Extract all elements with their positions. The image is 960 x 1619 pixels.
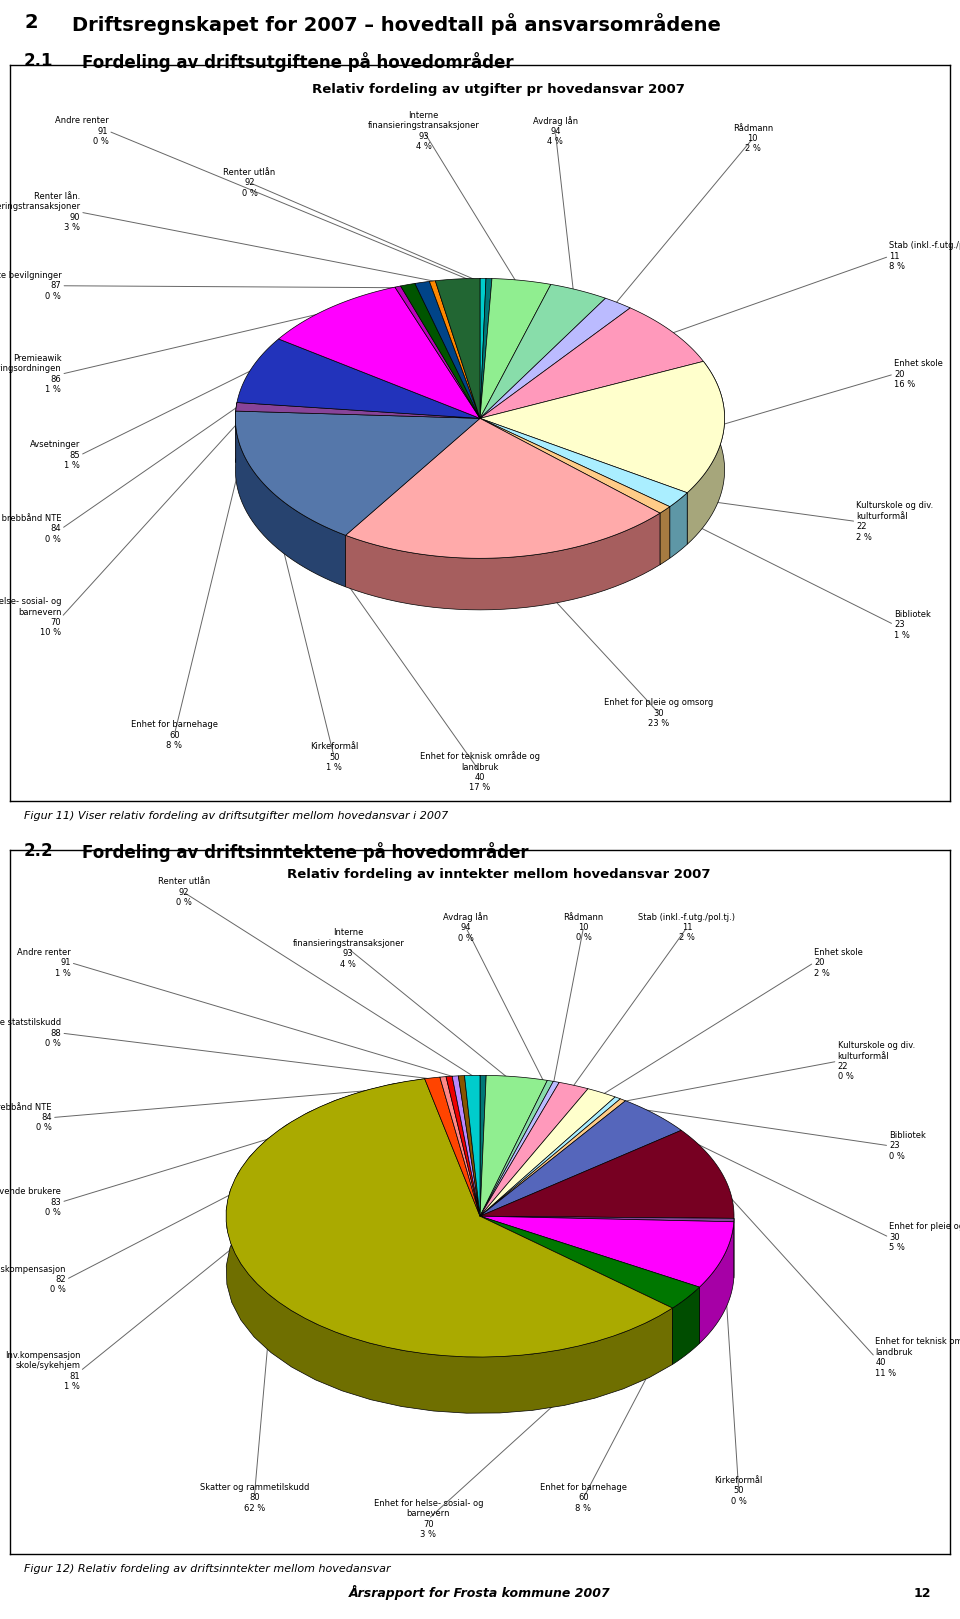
Text: Ressurskrevende brukere
83
0 %: Ressurskrevende brukere 83 0 % xyxy=(0,1187,61,1217)
Text: Premieawik
pensjon/sikringsordningen
86
1 %: Premieawik pensjon/sikringsordningen 86 … xyxy=(0,355,61,395)
Text: Årsrapport for Frosta kommune 2007: Årsrapport for Frosta kommune 2007 xyxy=(349,1585,611,1600)
Polygon shape xyxy=(480,1216,733,1287)
Text: Kulturskole og div.
kulturformål
22
0 %: Kulturskole og div. kulturformål 22 0 % xyxy=(837,1041,915,1081)
Polygon shape xyxy=(480,1083,588,1216)
Text: Skatter og rammetilskudd
80
62 %: Skatter og rammetilskudd 80 62 % xyxy=(200,1483,309,1512)
Polygon shape xyxy=(429,280,480,418)
Polygon shape xyxy=(415,282,480,418)
Text: Enhet for teknisk område og
landbruk
40
11 %: Enhet for teknisk område og landbruk 40 … xyxy=(876,1337,960,1378)
Polygon shape xyxy=(440,1077,480,1216)
Polygon shape xyxy=(480,1216,700,1308)
Polygon shape xyxy=(235,411,480,536)
Text: Enhet for pleie og omsorg
30
23 %: Enhet for pleie og omsorg 30 23 % xyxy=(604,698,713,729)
Text: Andre renter
91
0 %: Andre renter 91 0 % xyxy=(55,117,108,146)
Polygon shape xyxy=(480,1101,682,1216)
Text: Relativ fordeling av inntekter mellom hovedansvar 2007: Relativ fordeling av inntekter mellom ho… xyxy=(287,868,710,881)
Text: Enhet skole
20
16 %: Enhet skole 20 16 % xyxy=(894,359,943,389)
Text: Stab (inkl.-f.utg./pol.tj.)
11
8 %: Stab (inkl.-f.utg./pol.tj.) 11 8 % xyxy=(889,241,960,272)
Text: Interne
finansieringstransaksjoner
93
4 %: Interne finansieringstransaksjoner 93 4 … xyxy=(293,928,404,968)
Polygon shape xyxy=(452,1077,480,1216)
Text: Kirkeformål
50
0 %: Kirkeformål 50 0 % xyxy=(714,1477,763,1506)
Polygon shape xyxy=(235,411,346,586)
Text: Avdrag lån
94
0 %: Avdrag lån 94 0 % xyxy=(444,911,489,942)
Text: Enhet for pleie og omsorg
30
5 %: Enhet for pleie og omsorg 30 5 % xyxy=(889,1222,960,1251)
Polygon shape xyxy=(480,1099,626,1216)
Text: Infrastruktur brebbånd NTE
84
0 %: Infrastruktur brebbånd NTE 84 0 % xyxy=(0,1103,52,1133)
Polygon shape xyxy=(435,278,480,418)
Polygon shape xyxy=(465,1075,480,1216)
Polygon shape xyxy=(480,1081,560,1216)
Text: Generelle statstilskudd
88
0 %: Generelle statstilskudd 88 0 % xyxy=(0,1018,61,1047)
Polygon shape xyxy=(480,1075,486,1216)
Polygon shape xyxy=(480,308,704,418)
Text: Driftsregnskapet for 2007 – hovedtall på ansvarsområdene: Driftsregnskapet for 2007 – hovedtall på… xyxy=(72,13,721,36)
Polygon shape xyxy=(400,283,480,418)
Text: Stab (inkl.-f.utg./pol.tj.)
11
2 %: Stab (inkl.-f.utg./pol.tj.) 11 2 % xyxy=(638,913,735,942)
Polygon shape xyxy=(346,513,660,610)
Text: Enhet for teknisk område og
landbruk
40
17 %: Enhet for teknisk område og landbruk 40 … xyxy=(420,751,540,792)
Polygon shape xyxy=(480,418,687,507)
Polygon shape xyxy=(480,278,486,418)
Text: 12: 12 xyxy=(914,1587,931,1600)
Polygon shape xyxy=(480,278,492,418)
Polygon shape xyxy=(227,1078,673,1357)
Polygon shape xyxy=(480,285,606,418)
Text: Interne
finansieringstransaksjoner
93
4 %: Interne finansieringstransaksjoner 93 4 … xyxy=(368,112,479,151)
Text: Enhet for barnehage
60
8 %: Enhet for barnehage 60 8 % xyxy=(131,720,218,750)
Polygon shape xyxy=(346,418,660,559)
Text: 2: 2 xyxy=(24,13,37,32)
Text: Kulturskole og div.
kulturformål
22
2 %: Kulturskole og div. kulturformål 22 2 % xyxy=(856,502,933,542)
Text: Infrastruktur brebbånd NTE
84
0 %: Infrastruktur brebbånd NTE 84 0 % xyxy=(0,513,61,544)
Polygon shape xyxy=(480,298,631,418)
Text: Andre renter
91
1 %: Andre renter 91 1 % xyxy=(17,947,71,978)
Text: Renter utlån
92
0 %: Renter utlån 92 0 % xyxy=(157,877,210,907)
Text: Rådmann
10
0 %: Rådmann 10 0 % xyxy=(564,913,604,942)
Text: Avsetninger
85
1 %: Avsetninger 85 1 % xyxy=(30,440,80,470)
Polygon shape xyxy=(480,1080,553,1216)
Text: Bibliotek
23
1 %: Bibliotek 23 1 % xyxy=(894,610,931,640)
Text: 2.1: 2.1 xyxy=(24,52,54,70)
Text: Enhet for helse- sosial- og
barnevern
70
10 %: Enhet for helse- sosial- og barnevern 70… xyxy=(0,597,61,638)
Polygon shape xyxy=(670,492,687,559)
Polygon shape xyxy=(480,361,725,492)
Polygon shape xyxy=(424,1077,480,1216)
Polygon shape xyxy=(236,403,237,463)
Text: Fordeling av driftsinntektene på hovedområder: Fordeling av driftsinntektene på hovedom… xyxy=(82,842,528,861)
Polygon shape xyxy=(237,338,480,418)
Text: Kirkeformål
50
1 %: Kirkeformål 50 1 % xyxy=(310,742,358,772)
Text: Reserverte bevilgninger
87
0 %: Reserverte bevilgninger 87 0 % xyxy=(0,270,61,301)
Polygon shape xyxy=(278,287,480,418)
Polygon shape xyxy=(673,1287,700,1365)
Text: Fordeling av driftsutgiftene på hovedområder: Fordeling av driftsutgiftene på hovedomr… xyxy=(82,52,514,71)
Polygon shape xyxy=(480,1075,547,1216)
Text: Bibliotek
23
0 %: Bibliotek 23 0 % xyxy=(889,1130,926,1161)
Text: Figur 11) Viser relativ fordeling av driftsutgifter mellom hovedansvar i 2007: Figur 11) Viser relativ fordeling av dri… xyxy=(24,811,448,821)
Polygon shape xyxy=(227,1078,673,1413)
Polygon shape xyxy=(480,1098,620,1216)
Polygon shape xyxy=(660,507,670,565)
Polygon shape xyxy=(687,361,725,544)
Text: 2.2: 2.2 xyxy=(24,842,54,860)
Polygon shape xyxy=(700,1222,733,1344)
Text: Enhet for helse- sosial- og
barnevern
70
3 %: Enhet for helse- sosial- og barnevern 70… xyxy=(373,1499,483,1540)
Polygon shape xyxy=(480,1088,615,1216)
Polygon shape xyxy=(446,1077,480,1216)
Polygon shape xyxy=(458,1075,480,1216)
Polygon shape xyxy=(480,1216,734,1222)
Text: Inv.kompensasjon
skole/sykehjem
81
1 %: Inv.kompensasjon skole/sykehjem 81 1 % xyxy=(5,1350,80,1391)
Text: Rådmann
10
2 %: Rådmann 10 2 % xyxy=(732,123,773,154)
Polygon shape xyxy=(236,403,480,418)
Polygon shape xyxy=(480,1130,734,1219)
Text: Enhet for barnehage
60
8 %: Enhet for barnehage 60 8 % xyxy=(540,1483,627,1512)
Text: Renter utlån
92
0 %: Renter utlån 92 0 % xyxy=(224,168,276,198)
Polygon shape xyxy=(480,278,551,418)
Polygon shape xyxy=(395,287,480,418)
Text: Momskompensasjon
82
0 %: Momskompensasjon 82 0 % xyxy=(0,1264,66,1295)
Text: Figur 12) Relativ fordeling av driftsinntekter mellom hovedansvar: Figur 12) Relativ fordeling av driftsinn… xyxy=(24,1564,391,1574)
Text: Avdrag lån
94
4 %: Avdrag lån 94 4 % xyxy=(533,115,578,146)
Text: Relativ fordeling av utgifter pr hovedansvar 2007: Relativ fordeling av utgifter pr hovedan… xyxy=(312,83,685,96)
Polygon shape xyxy=(480,418,670,513)
Text: Renter lån.
Finansieringstransaksjoner
90
3 %: Renter lån. Finansieringstransaksjoner 9… xyxy=(0,193,80,232)
Text: Enhet skole
20
2 %: Enhet skole 20 2 % xyxy=(814,947,863,978)
